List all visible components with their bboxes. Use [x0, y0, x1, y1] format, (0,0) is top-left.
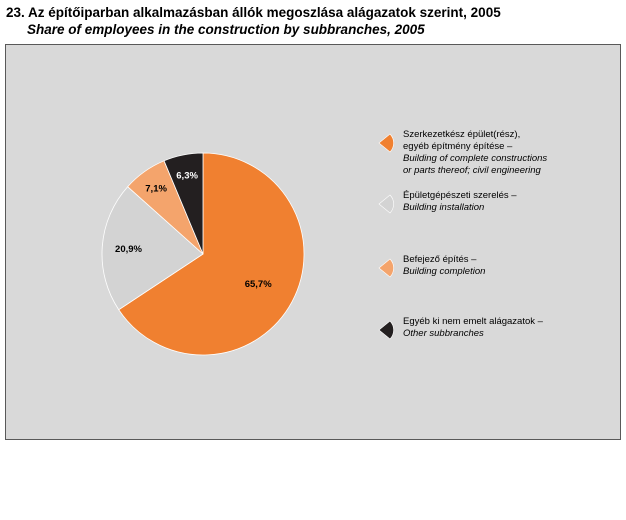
legend-marker-icon	[378, 258, 394, 278]
slice-value-label: 20,9%	[115, 244, 142, 255]
legend-label-hu: Szerkezetkész épület(rész), egyéb építmé…	[403, 129, 521, 152]
slice-value-label: 6,3%	[176, 170, 198, 181]
legend-label-en: Building completion	[403, 266, 486, 277]
legend-marker-icon	[378, 133, 394, 153]
legend-label: Szerkezetkész épület(rész), egyéb építmé…	[403, 129, 547, 177]
legend-label-hu: Épületgépészeti szerelés –	[403, 190, 517, 201]
chart-title-block: 23. Az építőiparban alkalmazásban állók …	[6, 4, 622, 38]
pie-slice-4	[163, 152, 204, 255]
pie-chart: 65,7% 20,9% 7,1% 6,3%	[101, 152, 305, 356]
legend-label-hu: Befejező építés –	[403, 254, 477, 265]
legend-label-hu: Egyéb ki nem emelt alágazatok –	[403, 316, 543, 327]
legend-label-en: Other subbranches	[403, 328, 484, 339]
legend-marker-icon	[378, 320, 394, 340]
slice-value-label: 65,7%	[245, 279, 272, 290]
legend-label-en: Building installation	[403, 202, 485, 213]
legend-label-en: Building of complete constructions or pa…	[403, 153, 548, 176]
legend-marker-icon	[378, 194, 394, 214]
legend-label: Befejező építés – Building completion	[403, 254, 485, 278]
chart-title: 23. Az építőiparban alkalmazásban állók …	[6, 5, 501, 20]
legend-label: Épületgépészeti szerelés – Building insta…	[403, 190, 517, 214]
chart-panel: 65,7% 20,9% 7,1% 6,3% Szerkezetkész épület(…	[5, 44, 621, 440]
pie-slice-2	[101, 186, 204, 311]
pie-slice-1	[118, 152, 305, 356]
slice-value-label: 7,1%	[145, 184, 167, 195]
chart-subtitle: Share of employees in the construction b…	[27, 22, 425, 37]
legend-label: Egyéb ki nem emelt alágazatok – Other sub…	[403, 316, 543, 340]
